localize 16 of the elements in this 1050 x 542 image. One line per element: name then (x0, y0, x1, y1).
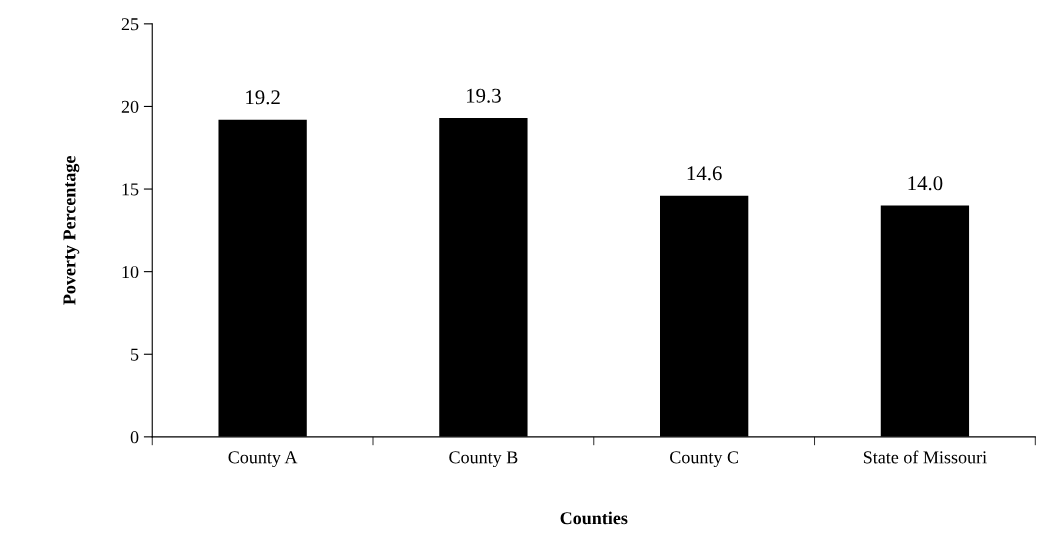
data-label: 14.6 (687, 166, 722, 181)
data-label: 19.2 (246, 90, 280, 105)
x-tick-label: County C (670, 451, 739, 468)
data-label: 14.0 (908, 176, 943, 191)
y-tick-label: 0 (130, 431, 139, 444)
y-tick-label: 10 (122, 265, 139, 279)
x-tick-label: County B (449, 451, 518, 468)
x-axis-title: Counties (560, 511, 628, 525)
y-tick-label: 25 (121, 18, 139, 31)
y-tick-label: 15 (122, 183, 139, 196)
y-tick-label: 5 (131, 348, 139, 361)
data-label: 19.3 (467, 88, 501, 103)
y-axis-title: Poverty Percentage (63, 156, 80, 305)
y-tick-label: 20 (121, 100, 139, 113)
x-tick-label: County A (228, 451, 298, 468)
x-tick-label: State of Missouri (863, 450, 987, 464)
